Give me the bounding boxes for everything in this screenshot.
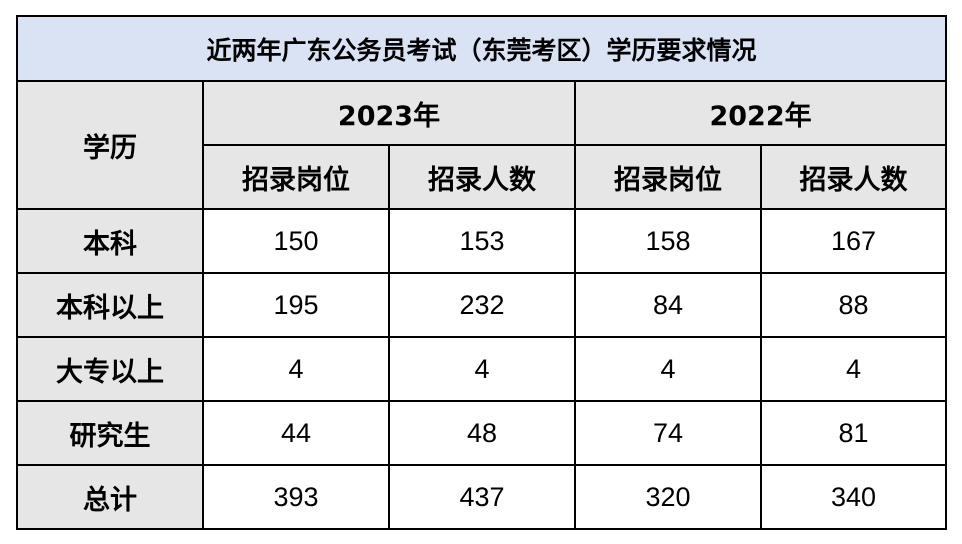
sub-header-headcount-2023: 招录人数	[388, 144, 576, 210]
sub-header-positions-2022: 招录岗位	[574, 144, 762, 210]
table-cell: 150	[202, 208, 390, 274]
table-cell: 4	[759, 336, 948, 402]
sub-header-headcount-2022: 招录人数	[759, 144, 948, 210]
year-header-row: 学历 2023年 2022年	[16, 80, 948, 210]
year-header-2023: 2023年	[202, 80, 576, 146]
table-cell: 44	[202, 400, 390, 466]
row-label: 本科以上	[16, 272, 204, 338]
table-cell: 437	[388, 464, 576, 530]
row-label: 研究生	[16, 400, 204, 466]
sub-header-row: 招录岗位 招录人数 招录岗位 招录人数	[17, 144, 948, 210]
row-label: 大专以上	[16, 336, 204, 402]
table-cell: 232	[388, 272, 576, 338]
row-label: 本科	[16, 208, 204, 274]
table-cell: 81	[759, 400, 948, 466]
year-header-2022: 2022年	[573, 80, 948, 146]
table-cell: 393	[202, 464, 390, 530]
table-cell: 74	[574, 400, 762, 466]
education-requirements-table: 近两年广东公务员考试（东莞考区）学历要求情况 学历 2023年 2022年 招录…	[15, 15, 948, 530]
education-column-header: 学历	[16, 80, 204, 210]
table-cell: 4	[202, 336, 390, 402]
table-cell: 4	[574, 336, 762, 402]
table-title: 近两年广东公务员考试（东莞考区）学历要求情况	[15, 15, 948, 82]
table-cell: 88	[759, 272, 948, 338]
sub-header-positions-2023: 招录岗位	[202, 144, 390, 210]
total-row: 总计 393 437 320 340	[16, 464, 948, 530]
table-cell: 4	[388, 336, 576, 402]
table-row: 本科以上 195 232 84 88	[16, 272, 948, 338]
row-label: 总计	[16, 464, 204, 530]
table-cell: 167	[759, 208, 948, 274]
table-row: 本科 150 153 158 167	[16, 208, 948, 274]
table-cell: 153	[388, 208, 576, 274]
table-cell: 158	[574, 208, 762, 274]
table-row: 大专以上 4 4 4 4	[16, 336, 948, 402]
table-cell: 48	[388, 400, 576, 466]
table-cell: 84	[574, 272, 762, 338]
table-row: 研究生 44 48 74 81	[16, 400, 948, 466]
table-cell: 340	[759, 464, 948, 530]
table-cell: 320	[574, 464, 762, 530]
table-cell: 195	[202, 272, 390, 338]
title-row: 近两年广东公务员考试（东莞考区）学历要求情况	[15, 15, 948, 82]
